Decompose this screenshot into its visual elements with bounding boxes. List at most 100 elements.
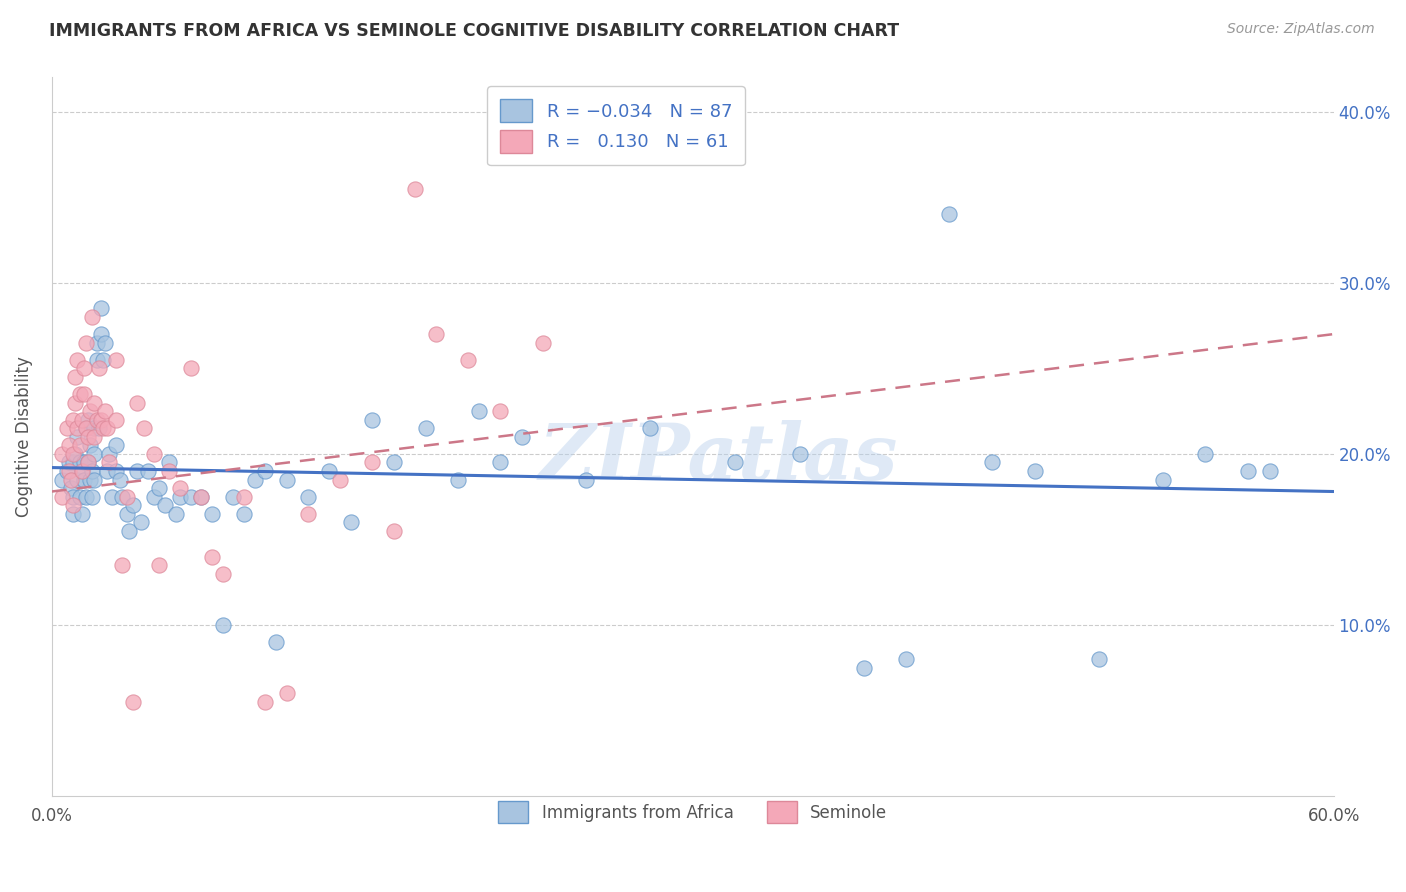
- Point: [169, 481, 191, 495]
- Point: [148, 558, 170, 573]
- Point: [1258, 464, 1281, 478]
- Point: [127, 395, 149, 409]
- Point: [789, 447, 811, 461]
- Point: [104, 438, 127, 452]
- Point: [115, 490, 138, 504]
- Point: [70, 464, 93, 478]
- Point: [157, 455, 180, 469]
- Point: [297, 507, 319, 521]
- Point: [87, 421, 110, 435]
- Point: [58, 455, 80, 469]
- Point: [51, 447, 73, 461]
- Point: [55, 464, 77, 478]
- Point: [254, 695, 277, 709]
- Point: [69, 490, 91, 504]
- Point: [77, 455, 100, 469]
- Point: [153, 498, 176, 512]
- Point: [83, 447, 105, 461]
- Point: [118, 524, 141, 538]
- Point: [77, 455, 100, 469]
- Point: [94, 335, 117, 350]
- Point: [86, 335, 108, 350]
- Point: [1024, 464, 1046, 478]
- Point: [510, 430, 533, 444]
- Point: [1237, 464, 1260, 478]
- Point: [143, 447, 166, 461]
- Point: [852, 661, 875, 675]
- Y-axis label: Cognitive Disability: Cognitive Disability: [15, 356, 32, 517]
- Point: [1152, 473, 1174, 487]
- Point: [638, 421, 661, 435]
- Point: [58, 464, 80, 478]
- Point: [91, 352, 114, 367]
- Legend: Immigrants from Africa, Seminole: Immigrants from Africa, Seminole: [486, 789, 898, 835]
- Point: [190, 490, 212, 504]
- Point: [404, 182, 426, 196]
- Point: [104, 412, 127, 426]
- Point: [111, 490, 134, 504]
- Point: [77, 412, 100, 426]
- Point: [201, 549, 224, 564]
- Point: [165, 507, 187, 521]
- Point: [75, 421, 97, 435]
- Point: [70, 464, 93, 478]
- Point: [51, 473, 73, 487]
- Point: [382, 455, 405, 469]
- Point: [382, 524, 405, 538]
- Point: [94, 404, 117, 418]
- Point: [83, 421, 105, 435]
- Point: [361, 412, 384, 426]
- Point: [132, 421, 155, 435]
- Point: [318, 464, 340, 478]
- Point: [90, 412, 112, 426]
- Point: [83, 430, 105, 444]
- Point: [115, 507, 138, 521]
- Point: [243, 473, 266, 487]
- Text: Source: ZipAtlas.com: Source: ZipAtlas.com: [1227, 22, 1375, 37]
- Point: [575, 473, 598, 487]
- Point: [73, 387, 96, 401]
- Point: [104, 464, 127, 478]
- Point: [66, 352, 89, 367]
- Point: [724, 455, 747, 469]
- Point: [938, 207, 960, 221]
- Point: [180, 361, 202, 376]
- Point: [69, 455, 91, 469]
- Point: [122, 695, 145, 709]
- Point: [79, 404, 101, 418]
- Point: [264, 635, 287, 649]
- Point: [98, 447, 121, 461]
- Point: [86, 352, 108, 367]
- Point: [65, 395, 87, 409]
- Point: [65, 447, 87, 461]
- Point: [361, 455, 384, 469]
- Point: [447, 473, 470, 487]
- Point: [489, 455, 512, 469]
- Point: [66, 473, 89, 487]
- Point: [104, 352, 127, 367]
- Point: [75, 490, 97, 504]
- Point: [69, 438, 91, 452]
- Point: [233, 490, 256, 504]
- Point: [98, 455, 121, 469]
- Point: [190, 490, 212, 504]
- Point: [59, 481, 82, 495]
- Point: [79, 473, 101, 487]
- Point: [211, 566, 233, 581]
- Point: [148, 481, 170, 495]
- Point: [70, 412, 93, 426]
- Point: [82, 464, 104, 478]
- Point: [222, 490, 245, 504]
- Point: [90, 301, 112, 316]
- Point: [468, 404, 491, 418]
- Point: [86, 412, 108, 426]
- Point: [329, 473, 352, 487]
- Text: IMMIGRANTS FROM AFRICA VS SEMINOLE COGNITIVE DISABILITY CORRELATION CHART: IMMIGRANTS FROM AFRICA VS SEMINOLE COGNI…: [49, 22, 900, 40]
- Point: [157, 464, 180, 478]
- Point: [127, 464, 149, 478]
- Point: [62, 447, 84, 461]
- Point: [1087, 652, 1109, 666]
- Point: [51, 490, 73, 504]
- Point: [91, 421, 114, 435]
- Point: [66, 421, 89, 435]
